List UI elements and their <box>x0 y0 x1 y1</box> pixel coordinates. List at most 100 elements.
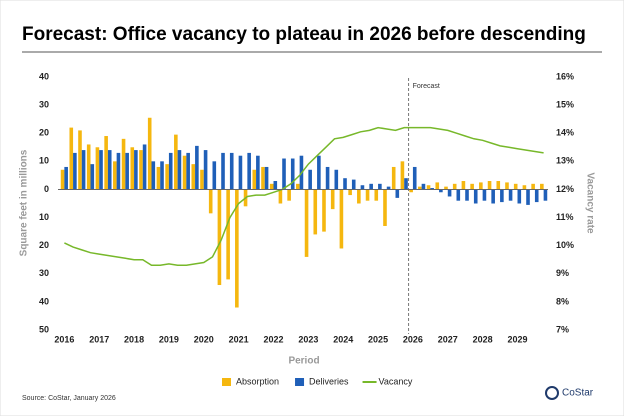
bar <box>69 127 74 190</box>
bar <box>264 166 269 190</box>
bar <box>517 189 522 204</box>
bar <box>378 183 382 190</box>
y-tick-label: 0 <box>44 184 49 194</box>
bar <box>439 189 443 193</box>
bar <box>409 189 413 193</box>
y-tick-label: 30 <box>39 268 49 278</box>
y-tick-label: 20 <box>39 240 49 250</box>
y2-tick-label: 16% <box>556 71 574 81</box>
bar <box>531 183 535 190</box>
bar <box>278 189 283 204</box>
bar <box>151 161 156 190</box>
bar <box>343 178 347 190</box>
bar <box>526 189 530 205</box>
bar <box>505 182 509 190</box>
x-tick-label: 2016 <box>54 334 74 344</box>
x-tick-label: 2023 <box>298 334 318 344</box>
bar <box>317 155 321 190</box>
y-tick-label: 10 <box>39 156 49 166</box>
bar <box>261 166 265 190</box>
bar <box>64 166 68 190</box>
bar <box>107 150 112 190</box>
bar <box>452 183 457 190</box>
bar <box>456 189 461 201</box>
legend-swatch <box>295 378 305 386</box>
bar <box>395 189 400 198</box>
bar <box>212 161 217 190</box>
bar <box>221 152 225 190</box>
logo: CoStar <box>562 388 594 399</box>
bar <box>491 189 495 204</box>
bar <box>543 189 548 201</box>
bar <box>273 181 278 190</box>
y2-tick-label: 11% <box>556 212 574 222</box>
bar <box>290 158 295 190</box>
x-tick-label: 2029 <box>507 334 527 344</box>
x-tick-label: 2025 <box>368 334 388 344</box>
bar <box>226 189 230 280</box>
bar <box>325 166 330 190</box>
bar <box>147 117 152 190</box>
bar <box>369 183 373 190</box>
x-tick-label: 2020 <box>194 334 214 344</box>
bar <box>78 130 82 190</box>
bar <box>186 152 190 190</box>
y-tick-label: 40 <box>39 296 49 306</box>
bar <box>479 182 483 190</box>
y2-tick-label: 15% <box>556 99 574 109</box>
legend-swatch <box>222 378 231 386</box>
bar <box>235 189 239 308</box>
bar <box>208 189 213 214</box>
x-tick-label: 2024 <box>333 334 353 344</box>
y2-tick-label: 7% <box>556 324 569 334</box>
bar <box>534 189 539 203</box>
bar <box>412 166 417 190</box>
bar <box>73 152 77 190</box>
bar <box>386 186 391 190</box>
bar <box>444 186 448 190</box>
y2-tick-label: 13% <box>556 156 574 166</box>
bar <box>487 181 492 190</box>
y-tick-label: 40 <box>39 71 49 81</box>
bar <box>252 169 257 190</box>
bar <box>121 138 126 190</box>
bar <box>304 189 309 257</box>
y2-axis-title: Vacancy rate <box>584 172 595 234</box>
bar <box>308 169 312 190</box>
bar <box>339 189 344 249</box>
bar <box>247 152 251 190</box>
bar <box>104 136 108 190</box>
bar <box>177 150 182 190</box>
legend-label: Vacancy <box>379 376 413 386</box>
x-tick-label: 2022 <box>263 334 283 344</box>
bar <box>238 155 243 190</box>
y-tick-label: 50 <box>39 324 49 334</box>
bar <box>461 181 466 190</box>
bar <box>322 189 326 232</box>
legend-label: Deliveries <box>309 376 349 386</box>
bar <box>391 166 396 190</box>
bar <box>374 189 379 201</box>
bar <box>383 189 387 226</box>
bar <box>435 182 440 190</box>
bar <box>508 189 513 201</box>
bar <box>348 189 352 196</box>
bar <box>496 181 501 190</box>
bar <box>165 164 169 190</box>
y2-tick-label: 9% <box>556 268 569 278</box>
x-tick-label: 2018 <box>124 334 144 344</box>
bar <box>365 189 370 201</box>
y2-tick-label: 8% <box>556 296 569 306</box>
bar <box>174 134 178 190</box>
chart-title: Forecast: Office vacancy to plateau in 2… <box>22 24 586 45</box>
y2-tick-label: 10% <box>556 240 574 250</box>
bar <box>282 158 286 190</box>
bar <box>81 150 86 190</box>
bar <box>90 164 95 190</box>
bar <box>60 169 65 190</box>
bar <box>139 150 143 190</box>
y-tick-label: 20 <box>39 128 49 138</box>
bar <box>330 189 335 210</box>
bar <box>203 150 208 190</box>
